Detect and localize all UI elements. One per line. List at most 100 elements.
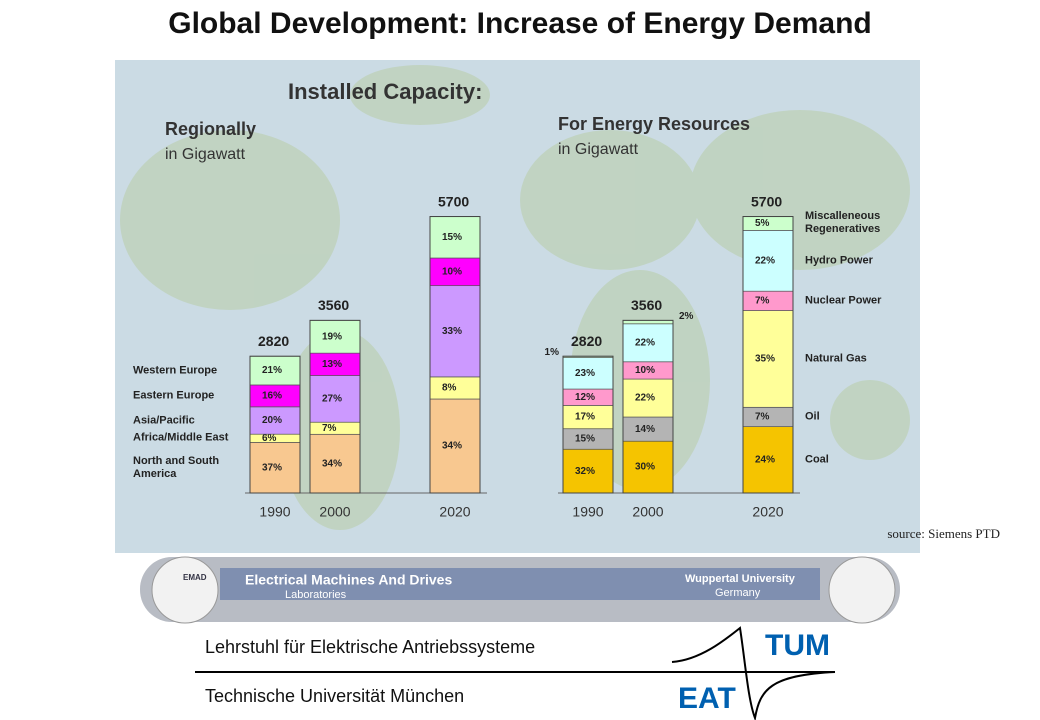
lab-name: Electrical Machines And Drives: [245, 572, 452, 588]
university: Wuppertal University: [685, 573, 796, 585]
bar-segment: [429, 257, 481, 287]
bar-outline: [249, 355, 301, 494]
chart-title: For Energy Resources: [558, 114, 750, 134]
bar-segment: [309, 375, 361, 423]
segment-label: 37%: [262, 462, 282, 473]
segment-label: 19%: [322, 331, 342, 342]
bar-outline: [742, 216, 794, 494]
segment-label: 22%: [635, 393, 655, 404]
lab-sub: Laboratories: [285, 589, 347, 601]
bar-segment: [249, 406, 301, 435]
segment-label: 22%: [755, 255, 775, 266]
bar-outline: [429, 216, 481, 494]
segment-label: 34%: [442, 441, 462, 452]
segment-label: 15%: [575, 434, 595, 445]
segment-label: 24%: [755, 454, 775, 465]
bar-segment: [429, 398, 481, 494]
segment-label: 5%: [755, 218, 770, 229]
segment-label: 10%: [635, 365, 655, 376]
bar-segment: [249, 355, 301, 386]
bar-segment: [622, 378, 674, 418]
bar-segment: [309, 319, 361, 354]
slide-title: Global Development: Increase of Energy D…: [168, 7, 872, 40]
eat-logo: EAT: [678, 682, 736, 715]
emad-logo: [151, 556, 219, 624]
bar-segment: [562, 357, 614, 390]
bar-outline: [562, 355, 614, 494]
segment-label: 13%: [322, 359, 342, 370]
x-tick-label: 2020: [752, 504, 783, 520]
signal-curve: [671, 626, 836, 720]
chair: Lehrstuhl für Elektrische Antriebssystem…: [205, 637, 535, 657]
bar-total: 2820: [258, 333, 289, 349]
bar-total: 2820: [571, 333, 602, 349]
segment-label: 8%: [442, 383, 457, 394]
legend-label: Eastern Europe: [133, 389, 215, 402]
bar-segment: [742, 426, 794, 494]
legend-label: Hydro Power: [805, 254, 873, 267]
segment-label: 1%: [545, 347, 560, 358]
segment-label: 35%: [755, 354, 775, 365]
segment-label: 7%: [755, 296, 770, 307]
legend-label: Coal: [805, 453, 829, 466]
x-tick-label: 2020: [439, 504, 470, 520]
bar-segment: [249, 442, 301, 494]
legend-label: Western Europe: [133, 364, 218, 377]
x-tick-label: 2000: [319, 504, 350, 520]
segment-label: 15%: [442, 232, 462, 243]
segment-label: 12%: [575, 392, 595, 403]
legend-label: Natural Gas: [805, 352, 867, 365]
segment-label: 20%: [262, 415, 282, 426]
bar-segment: [429, 216, 481, 259]
legend-label: Africa/Middle East: [133, 431, 229, 444]
x-tick-label: 2000: [632, 504, 663, 520]
bar-segment: [622, 319, 674, 325]
heading: Installed Capacity:: [288, 79, 482, 104]
bar-total: 5700: [438, 193, 469, 209]
bar-segment: [742, 310, 794, 408]
legend-label: Oil: [805, 410, 820, 423]
bar-segment: [429, 285, 481, 378]
segment-label: 16%: [262, 391, 282, 402]
tum-logo: TUM: [765, 629, 830, 662]
banner-bar: [220, 568, 820, 600]
legend-label: Nuclear Power: [805, 294, 882, 307]
bar-segment: [742, 230, 794, 292]
university-tum: Technische Universität München: [205, 686, 464, 706]
segment-label: 22%: [635, 337, 655, 348]
country: Germany: [715, 587, 761, 599]
segment-label: 23%: [575, 368, 595, 379]
segment-label: 33%: [442, 326, 462, 337]
bar-total: 3560: [631, 297, 662, 313]
chart-title: Regionally: [165, 119, 256, 139]
segment-label: 30%: [635, 462, 655, 473]
segment-label: 17%: [575, 412, 595, 423]
source: source: Siemens PTD: [887, 526, 1000, 541]
x-tick-label: 1990: [259, 504, 290, 520]
chart-subtitle: in Gigawatt: [165, 146, 246, 163]
bar-outline: [309, 319, 361, 494]
segment-label: 6%: [262, 433, 277, 444]
x-tick-label: 1990: [572, 504, 603, 520]
segment-label: 34%: [322, 458, 342, 469]
bar-total: 5700: [751, 193, 782, 209]
wuppertal-logo: [828, 556, 896, 624]
legend-label: North and South America: [133, 454, 220, 480]
legend-label: Asia/Pacific: [133, 414, 195, 426]
segment-label: 7%: [755, 412, 770, 423]
legend-label: Miscalleneous Regeneratives: [805, 210, 881, 236]
segment-label: 27%: [322, 394, 342, 405]
bar-total: 3560: [318, 297, 349, 313]
bar-segment: [622, 323, 674, 363]
bar-outline: [622, 319, 674, 494]
segment-label: 2%: [679, 311, 694, 322]
segment-label: 32%: [575, 466, 595, 477]
bar-segment: [562, 448, 614, 494]
bar-segment: [622, 416, 674, 442]
segment-label: 21%: [262, 365, 282, 376]
emad-text: EMAD: [183, 573, 207, 582]
segment-label: 10%: [442, 266, 462, 277]
chart-subtitle: in Gigawatt: [558, 141, 639, 158]
